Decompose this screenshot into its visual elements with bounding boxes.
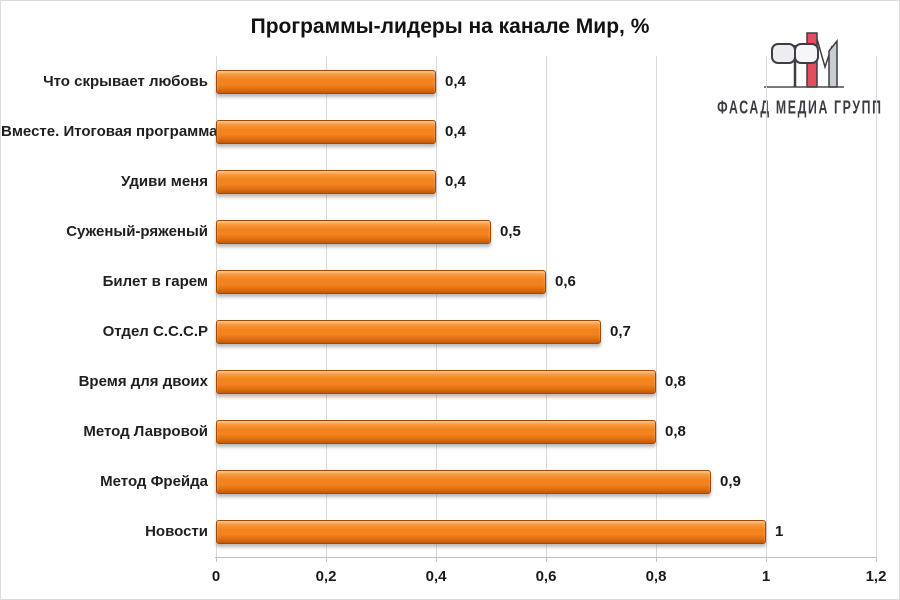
company-logo: ФАСАД МЕДИА ГРУПП bbox=[699, 31, 894, 119]
bar bbox=[216, 220, 491, 244]
axis-tick-label: 1,2 bbox=[865, 568, 887, 585]
axis-tick-label: 0,2 bbox=[315, 568, 337, 585]
bar bbox=[216, 320, 601, 344]
bar bbox=[216, 420, 656, 444]
bar bbox=[216, 520, 766, 544]
value-label: 0,8 bbox=[665, 423, 686, 440]
axis-tick bbox=[656, 557, 657, 562]
category-label: Что скрывает любовь bbox=[43, 73, 208, 90]
bar bbox=[216, 70, 436, 94]
value-label: 0,8 bbox=[665, 373, 686, 390]
category-label: Метод Лавровой bbox=[83, 423, 208, 440]
category-label: Суженый-ряженый bbox=[66, 223, 208, 240]
category-label: Время для двоих bbox=[78, 373, 208, 390]
axis-tick-label: 1 bbox=[761, 568, 771, 585]
category-label: Метод Фрейда bbox=[100, 473, 208, 490]
bar bbox=[216, 170, 436, 194]
gridline bbox=[326, 56, 327, 557]
bar bbox=[216, 470, 711, 494]
value-label: 0,4 bbox=[445, 123, 466, 140]
axis-tick-label: 0,4 bbox=[425, 568, 447, 585]
axis-tick-label: 0,8 bbox=[645, 568, 667, 585]
value-label: 1 bbox=[775, 523, 784, 540]
axis-tick bbox=[436, 557, 437, 562]
category-label: Удиви меня bbox=[121, 173, 208, 190]
bar bbox=[216, 270, 546, 294]
value-label: 0,7 bbox=[610, 323, 631, 340]
gridline bbox=[436, 56, 437, 557]
axis-tick-label: 0,6 bbox=[535, 568, 557, 585]
gridline bbox=[656, 56, 657, 557]
category-label: Билет в гарем bbox=[102, 273, 208, 290]
bar bbox=[216, 370, 656, 394]
bar bbox=[216, 120, 436, 144]
chart-title: Программы-лидеры на канале Мир, % bbox=[250, 15, 650, 38]
value-label: 0,9 bbox=[720, 473, 741, 490]
value-label: 0,4 bbox=[445, 173, 466, 190]
category-label: Вместе. Итоговая программа bbox=[1, 123, 218, 140]
value-label: 0,4 bbox=[445, 73, 466, 90]
axis-tick bbox=[876, 557, 877, 562]
category-label: Новости bbox=[145, 523, 208, 540]
axis-tick bbox=[546, 557, 547, 562]
gridline bbox=[216, 56, 217, 557]
axis-tick bbox=[216, 557, 217, 562]
x-axis-line bbox=[215, 557, 877, 558]
value-label: 0,5 bbox=[500, 223, 521, 240]
fasad-media-logo-icon bbox=[764, 32, 844, 88]
gridline bbox=[546, 56, 547, 557]
axis-tick bbox=[326, 557, 327, 562]
axis-tick bbox=[766, 557, 767, 562]
gridline bbox=[766, 56, 767, 557]
logo-text: ФАСАД МЕДИА ГРУПП bbox=[717, 97, 883, 119]
axis-tick-label: 0 bbox=[211, 568, 221, 585]
category-label: Отдел С.С.С.Р bbox=[102, 323, 208, 340]
value-label: 0,6 bbox=[555, 273, 576, 290]
gridline bbox=[876, 56, 877, 557]
